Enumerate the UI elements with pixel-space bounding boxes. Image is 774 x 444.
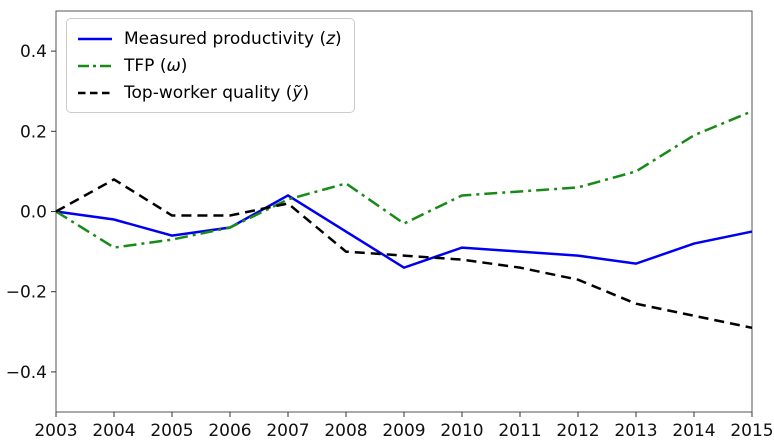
legend-item-measured-productivity: Measured productivity (z) bbox=[77, 26, 342, 51]
y-tick-label: 0.2 bbox=[20, 122, 47, 142]
x-tick-label: 2014 bbox=[672, 421, 715, 441]
legend-label-close: ) bbox=[302, 82, 310, 103]
x-tick-label: 2009 bbox=[382, 421, 425, 441]
x-tick-label: 2006 bbox=[208, 421, 251, 441]
x-tick-label: 2010 bbox=[440, 421, 483, 441]
series-line-0 bbox=[55, 194, 753, 270]
series-line-2 bbox=[55, 177, 753, 330]
x-tick-label: 2011 bbox=[498, 421, 541, 441]
series-line-1 bbox=[55, 110, 753, 249]
y-tick-label: −0.4 bbox=[6, 363, 47, 383]
legend-label-text: TFP ( bbox=[124, 55, 167, 76]
legend-label-close: ) bbox=[335, 28, 342, 49]
legend-line-sample-solid bbox=[78, 37, 112, 40]
legend-label-math-ytilde: ỹ bbox=[292, 82, 303, 103]
y-tick-label: −0.2 bbox=[6, 283, 47, 303]
x-tick-label: 2005 bbox=[150, 421, 193, 441]
legend-label-close: ) bbox=[180, 55, 188, 76]
x-tick-label: 2013 bbox=[614, 421, 657, 441]
y-tick-label: 0.0 bbox=[20, 203, 47, 223]
legend-label: TFP (ω) bbox=[124, 56, 187, 76]
legend-label-text: Measured productivity ( bbox=[124, 28, 327, 49]
x-tick-label: 2007 bbox=[266, 421, 309, 441]
legend-label: Top-worker quality (ỹ) bbox=[124, 83, 309, 103]
x-tick-label: 2015 bbox=[730, 421, 773, 441]
x-tick-label: 2012 bbox=[556, 421, 599, 441]
legend-label-math-omega: ω bbox=[166, 55, 181, 76]
legend-label-math-z: z bbox=[326, 28, 336, 49]
legend-item-tfp: TFP (ω) bbox=[77, 53, 342, 78]
legend-label: Measured productivity (z) bbox=[124, 29, 342, 49]
legend-line-sample-dashdot bbox=[78, 64, 112, 67]
x-tick-label: 2003 bbox=[34, 421, 77, 441]
legend: Measured productivity (z) TFP (ω) Top-wo… bbox=[66, 18, 355, 113]
legend-line-sample-dashed bbox=[78, 91, 112, 94]
legend-item-top-worker-quality: Top-worker quality (ỹ) bbox=[77, 80, 342, 105]
x-tick-label: 2004 bbox=[92, 421, 135, 441]
legend-label-text: Top-worker quality ( bbox=[124, 82, 293, 103]
y-tick-label: 0.4 bbox=[20, 42, 47, 62]
x-tick-label: 2008 bbox=[324, 421, 367, 441]
